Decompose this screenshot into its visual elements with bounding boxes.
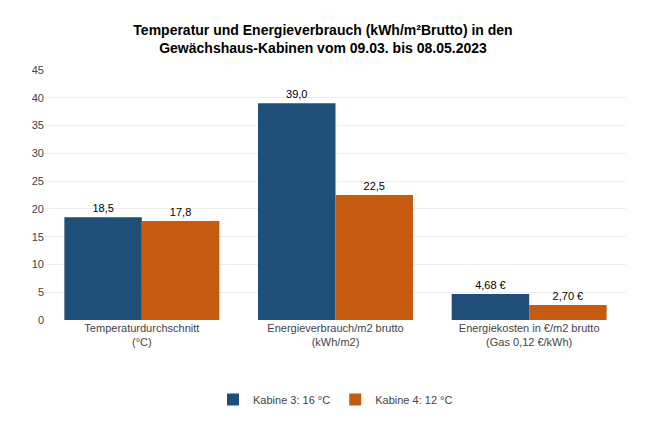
svg-text:39,0: 39,0 [286, 88, 307, 100]
svg-text:Kabine 4: 12 °C: Kabine 4: 12 °C [375, 394, 452, 406]
svg-text:Energieverbrauch/m2 brutto(kWh: Energieverbrauch/m2 brutto(kWh/m2) [267, 322, 403, 348]
svg-text:15: 15 [32, 231, 44, 243]
svg-text:45: 45 [32, 64, 44, 76]
svg-text:2,70 €: 2,70 € [553, 290, 584, 302]
svg-text:10: 10 [32, 258, 44, 270]
svg-text:30: 30 [32, 147, 44, 159]
svg-text:Temperatur und Energieverbrauc: Temperatur und Energieverbrauch (kWh/m²B… [133, 22, 512, 56]
svg-text:5: 5 [38, 286, 44, 298]
svg-text:25: 25 [32, 175, 44, 187]
svg-text:35: 35 [32, 119, 44, 131]
svg-text:4,68 €: 4,68 € [475, 279, 506, 291]
svg-text:40: 40 [32, 92, 44, 104]
svg-text:18,5: 18,5 [92, 202, 113, 214]
svg-text:Kabine 3: 16 °C: Kabine 3: 16 °C [253, 394, 330, 406]
svg-text:Energiekosten in €/m2 brutto(G: Energiekosten in €/m2 brutto(Gas 0,12 €/… [459, 322, 600, 348]
svg-text:Temperaturdurchschnitt(°C): Temperaturdurchschnitt(°C) [84, 322, 199, 348]
svg-text:0: 0 [38, 314, 44, 326]
svg-text:20: 20 [32, 203, 44, 215]
svg-text:22,5: 22,5 [364, 180, 385, 192]
svg-text:17,8: 17,8 [170, 206, 191, 218]
